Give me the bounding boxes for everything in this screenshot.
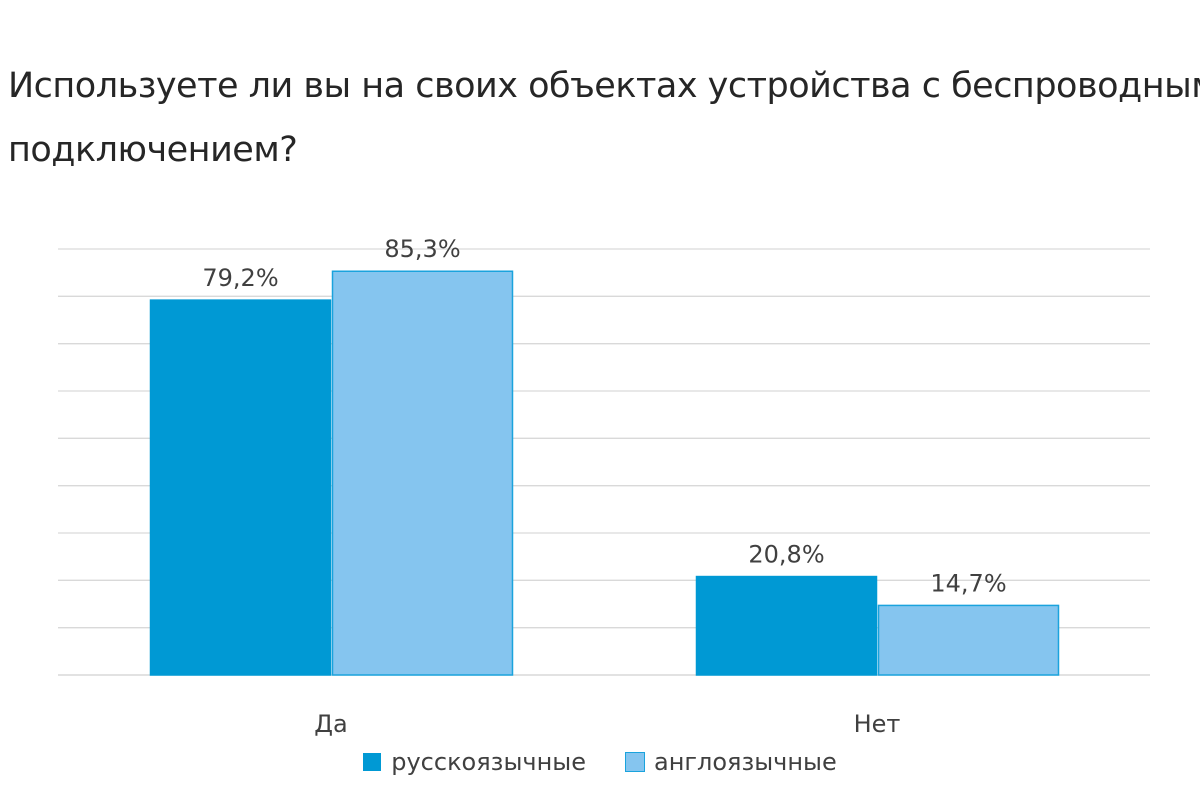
bar-english-1 <box>877 604 1060 676</box>
legend-label-russian: русскоязычные <box>391 748 586 776</box>
legend-swatch-english <box>624 752 645 772</box>
legend-swatch-russian <box>363 753 382 771</box>
chart-title-line-2: подключением? <box>8 130 298 170</box>
legend: русскоязычные англоязычные <box>0 748 1200 776</box>
chart-title-line-1: Используете ли вы на своих объектах устр… <box>8 66 1200 106</box>
data-label: 20,8% <box>748 541 824 569</box>
category-label: Нет <box>854 710 901 738</box>
legend-item-russian: русскоязычные <box>363 748 586 776</box>
data-label: 14,7% <box>930 569 1006 597</box>
legend-label-english: англоязычные <box>653 748 837 776</box>
bar-russian-1 <box>695 575 878 676</box>
legend-item-english: англоязычные <box>624 748 837 776</box>
bar-russian-0 <box>149 299 332 676</box>
data-label: 79,2% <box>202 264 278 292</box>
category-label: Да <box>314 710 347 738</box>
bar-english-0 <box>331 270 514 676</box>
data-label: 85,3% <box>384 235 460 263</box>
chart-title: Используете ли вы на своих объектах устр… <box>8 54 1200 182</box>
